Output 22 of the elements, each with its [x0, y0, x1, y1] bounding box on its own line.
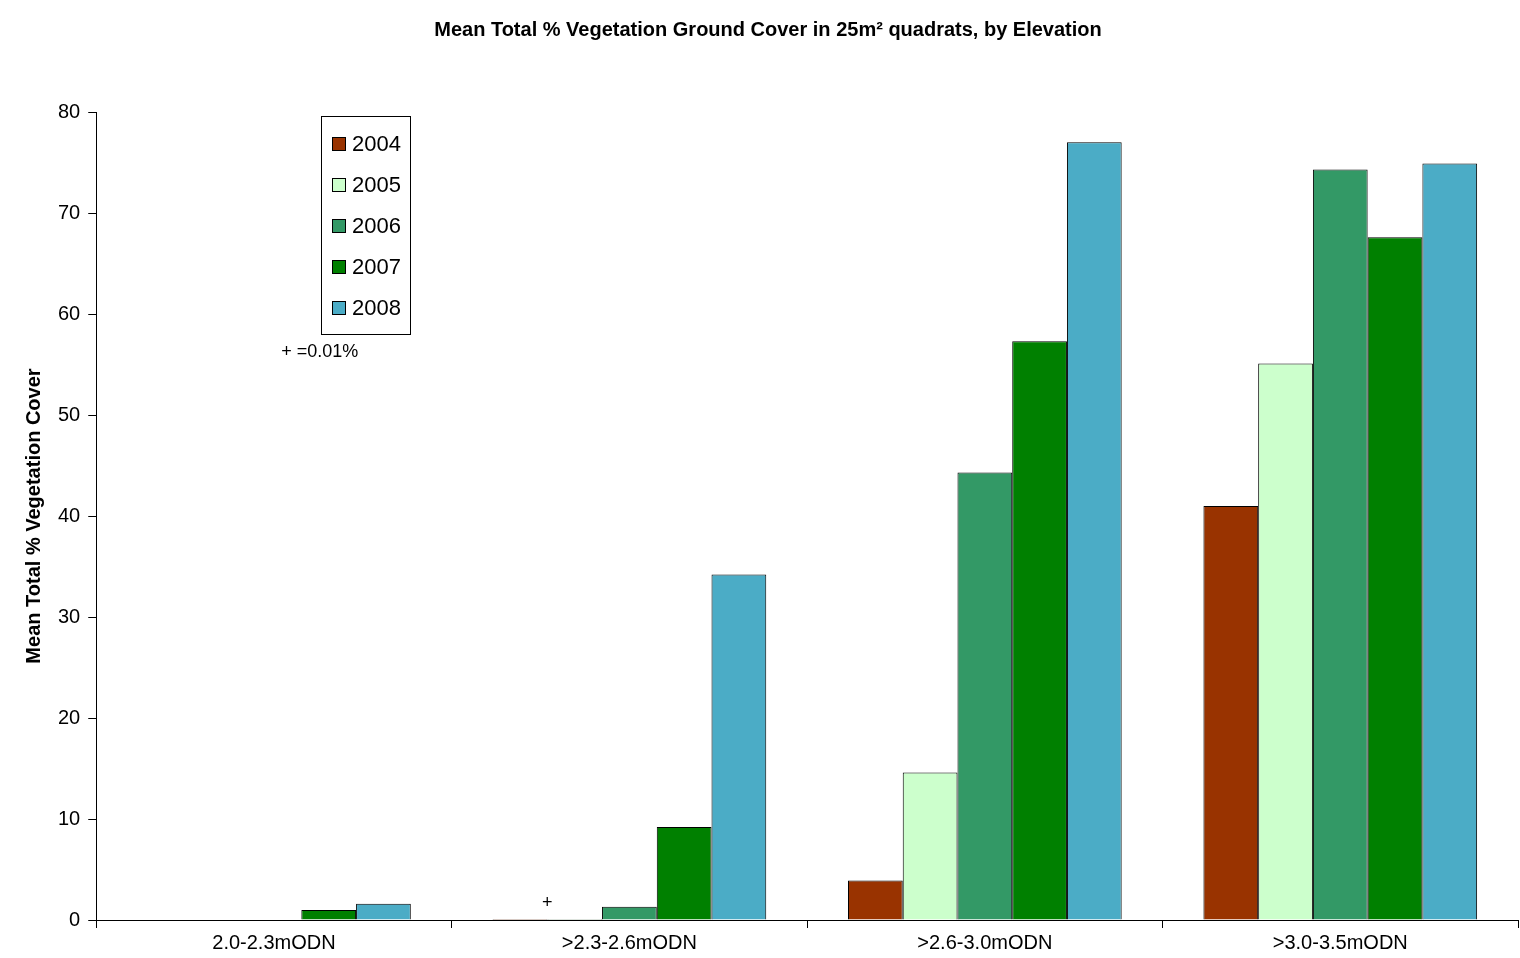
y-axis-title: Mean Total % Vegetation Cover	[21, 368, 44, 664]
y-tick-label: 0	[69, 907, 81, 930]
x-tick-label: >3.0-3.5mODN	[1272, 930, 1408, 953]
chart-title: Mean Total % Vegetation Ground Cover in 25m² quadrats, by Elevation	[434, 17, 1102, 40]
legend-label: 2008	[352, 294, 401, 321]
y-tick-label: 50	[58, 402, 81, 425]
legend-label: 2004	[352, 130, 401, 157]
y-tick-label: 60	[58, 301, 81, 324]
y-tick-label: 10	[58, 806, 81, 829]
y-tick-label: 20	[58, 705, 81, 728]
annotation: +	[542, 891, 553, 912]
x-tick-label: 2.0-2.3mODN	[212, 930, 336, 953]
x-tick-label: >2.3-2.6mODN	[561, 930, 697, 953]
legend-label: 2007	[352, 253, 401, 280]
annotation: + =0.01%	[281, 340, 359, 361]
y-tick-label: 80	[58, 99, 81, 122]
legend-label: 2006	[352, 212, 401, 239]
y-tick-label: 30	[58, 604, 81, 627]
x-tick-label: >2.6-3.0mODN	[917, 930, 1053, 953]
y-tick-label: 40	[58, 503, 81, 526]
y-tick-label: 70	[58, 200, 81, 223]
legend-label: 2005	[352, 171, 401, 198]
